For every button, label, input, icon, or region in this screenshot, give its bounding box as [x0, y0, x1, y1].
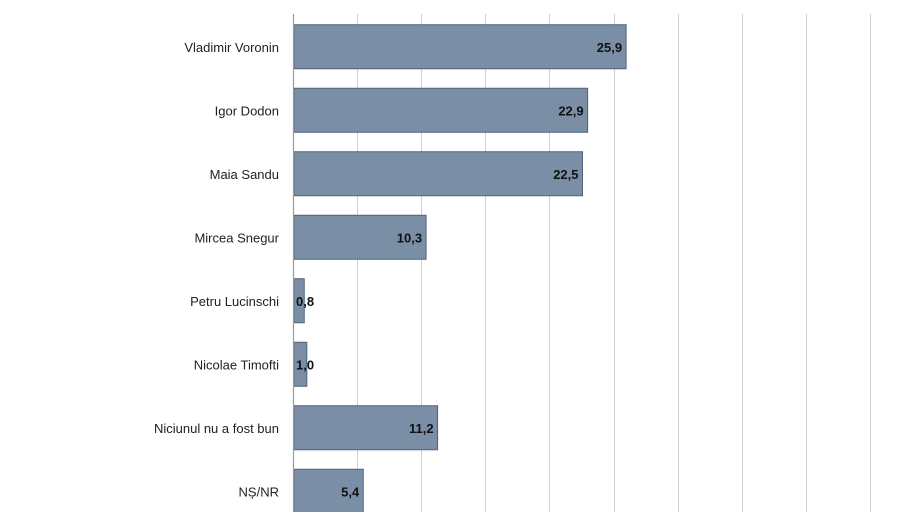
category-label: Vladimir Voronin: [184, 40, 279, 55]
category-label: NȘ/NR: [239, 484, 279, 499]
value-labels: 25,9 22,9 22,5 10,3 0,8 1,0 11,2 5,4: [296, 40, 622, 500]
bar: [293, 151, 583, 197]
bar: [293, 468, 364, 512]
category-label: Mircea Snegur: [194, 230, 279, 245]
value-label: 1,0: [296, 357, 314, 372]
bar: [293, 87, 589, 133]
bars: [293, 24, 627, 512]
category-label: Maia Sandu: [210, 167, 279, 182]
value-label: 10,3: [397, 230, 422, 245]
value-label: 11,2: [409, 421, 434, 436]
category-label: Niciunul nu a fost bun: [154, 421, 279, 436]
category-label: Nicolae Timofti: [194, 357, 279, 372]
category-labels: Vladimir Voronin Igor Dodon Maia Sandu Mirc…: [154, 40, 280, 500]
value-label: 22,5: [553, 167, 578, 182]
value-label: 5,4: [341, 484, 360, 499]
bar: [293, 405, 439, 451]
bar: [293, 24, 627, 70]
value-label: 25,9: [597, 40, 622, 55]
bar: [293, 214, 427, 260]
category-label: Petru Lucinschi: [190, 294, 279, 309]
value-label: 0,8: [296, 294, 314, 309]
category-label: Igor Dodon: [215, 103, 279, 118]
value-label: 22,9: [558, 103, 583, 118]
